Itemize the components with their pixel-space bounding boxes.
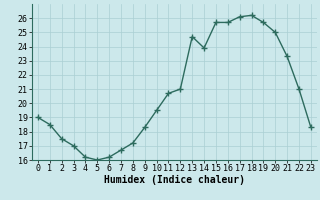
X-axis label: Humidex (Indice chaleur): Humidex (Indice chaleur) — [104, 175, 245, 185]
